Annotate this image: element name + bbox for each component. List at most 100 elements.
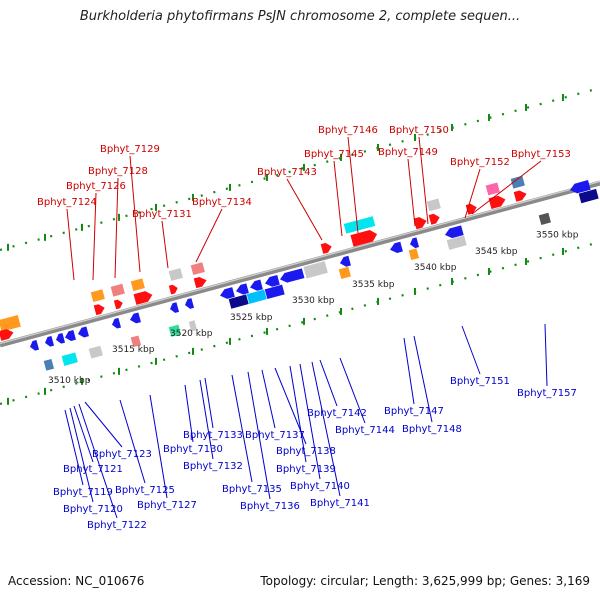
forward-gene-arrow[interactable]	[0, 328, 15, 341]
forward-gene-arrow[interactable]	[113, 299, 124, 310]
gene-label-bottom[interactable]: Bphyt_7138	[276, 446, 336, 457]
reverse-gene-arrow[interactable]	[44, 335, 55, 348]
gene-label-top[interactable]: Bphyt_7131	[132, 209, 192, 220]
gene-label-top[interactable]: Bphyt_7149	[378, 147, 438, 158]
gene-box[interactable]	[510, 175, 525, 189]
forward-gene-arrow[interactable]	[350, 228, 378, 247]
gene-box[interactable]	[130, 278, 145, 292]
gene-box[interactable]	[446, 235, 467, 250]
gene-box[interactable]	[303, 261, 328, 279]
reverse-gene-arrow[interactable]	[249, 279, 263, 293]
gene-label-bottom[interactable]: Bphyt_7123	[92, 449, 152, 460]
gene-box[interactable]	[43, 358, 55, 371]
forward-gene-arrow[interactable]	[428, 212, 441, 225]
gene-label-bottom[interactable]: Bphyt_7125	[115, 485, 175, 496]
gene-box[interactable]	[408, 248, 420, 261]
gene-label-top[interactable]: Bphyt_7152	[450, 157, 510, 168]
gene-box[interactable]	[343, 216, 376, 234]
gene-box-shape	[485, 182, 500, 196]
reverse-gene-arrow[interactable]	[569, 180, 591, 195]
gene-label-bottom[interactable]: Bphyt_7142	[307, 408, 367, 419]
gene-box[interactable]	[88, 345, 103, 359]
gene-label-bottom[interactable]: Bphyt_7130	[163, 444, 223, 455]
forward-gene-arrow[interactable]	[168, 284, 179, 295]
reverse-gene-arrow[interactable]	[169, 302, 180, 314]
leader-line-top	[347, 136, 359, 234]
gene-box[interactable]	[188, 320, 198, 332]
gene-label-bottom[interactable]: Bphyt_7140	[290, 481, 350, 492]
leader-line-bottom	[199, 379, 214, 460]
forward-gene-arrow[interactable]	[193, 275, 208, 289]
gene-box[interactable]	[168, 324, 181, 337]
gene-box[interactable]	[110, 283, 125, 297]
gene-box[interactable]	[485, 182, 500, 196]
gene-box[interactable]	[538, 212, 551, 226]
reverse-gene-arrow[interactable]	[235, 283, 249, 296]
gene-label-top[interactable]: Bphyt_7129	[100, 144, 160, 155]
reverse-gene-arrow[interactable]	[129, 312, 141, 324]
gene-label-top[interactable]: Bphyt_7126	[66, 181, 126, 192]
forward-gene-arrow[interactable]	[93, 303, 106, 316]
reverse-gene-arrow[interactable]	[444, 225, 464, 239]
reverse-gene-arrow[interactable]	[111, 317, 122, 330]
reverse-gene-arrow[interactable]	[389, 241, 403, 255]
gene-box[interactable]	[426, 198, 441, 212]
forward-gene-arrow[interactable]	[488, 194, 507, 210]
reverse-gene-arrow[interactable]	[55, 332, 66, 345]
gene-label-bottom[interactable]: Bphyt_7141	[310, 498, 370, 509]
gene-label-top[interactable]: Bphyt_7128	[88, 166, 148, 177]
gene-label-bottom[interactable]: Bphyt_7151	[450, 376, 510, 387]
reverse-gene-arrow[interactable]	[77, 326, 89, 339]
gene-box[interactable]	[130, 335, 142, 348]
gene-box-shape	[110, 283, 125, 297]
reverse-gene-arrow[interactable]	[409, 237, 420, 249]
leader-line-bottom	[461, 325, 481, 375]
gene-label-bottom[interactable]: Bphyt_7127	[137, 500, 197, 511]
gene-label-top[interactable]: Bphyt_7124	[37, 197, 97, 208]
gene-box[interactable]	[190, 262, 205, 275]
gene-box[interactable]	[264, 284, 285, 300]
gene-label-top[interactable]: Bphyt_7150	[389, 125, 449, 136]
gene-label-bottom[interactable]: Bphyt_7119	[53, 487, 113, 498]
gene-label-bottom[interactable]: Bphyt_7135	[222, 484, 282, 495]
reverse-gene-arrow[interactable]	[64, 330, 76, 342]
gene-label-bottom[interactable]: Bphyt_7120	[63, 504, 123, 515]
gene-box[interactable]	[338, 266, 351, 280]
gene-label-bottom[interactable]: Bphyt_7122	[87, 520, 147, 531]
gene-label-top[interactable]: Bphyt_7146	[318, 125, 378, 136]
gene-label-top[interactable]: Bphyt_7153	[511, 149, 571, 160]
forward-gene-arrow[interactable]	[320, 242, 333, 254]
gene-label-bottom[interactable]: Bphyt_7148	[402, 424, 462, 435]
gene-box[interactable]	[61, 352, 78, 366]
gene-box[interactable]	[168, 268, 183, 281]
gene-label-bottom[interactable]: Bphyt_7132	[183, 461, 243, 472]
reverse-gene-arrow-shape	[280, 268, 305, 283]
forward-gene-arrow[interactable]	[513, 189, 528, 202]
reverse-gene-arrow[interactable]	[184, 298, 195, 310]
reverse-gene-arrow[interactable]	[279, 268, 305, 284]
gene-box[interactable]	[0, 314, 21, 332]
gene-label-bottom[interactable]: Bphyt_7121	[63, 464, 123, 475]
gene-label-bottom[interactable]: Bphyt_7144	[335, 425, 395, 436]
gene-label-bottom[interactable]: Bphyt_7133	[183, 430, 243, 441]
gene-label-top[interactable]: Bphyt_7145	[304, 149, 364, 160]
forward-gene-arrow[interactable]	[413, 216, 428, 230]
gene-label-top[interactable]: Bphyt_7143	[257, 167, 317, 178]
gene-label-bottom[interactable]: Bphyt_7157	[517, 388, 577, 399]
gene-box[interactable]	[228, 294, 249, 309]
gene-label-bottom[interactable]: Bphyt_7139	[276, 464, 336, 475]
reverse-gene-arrow[interactable]	[29, 339, 40, 352]
reverse-gene-arrow[interactable]	[339, 255, 351, 268]
gene-box[interactable]	[246, 289, 267, 304]
gene-label-top[interactable]: Bphyt_7134	[192, 197, 252, 208]
gene-label-bottom[interactable]: Bphyt_7147	[384, 406, 444, 417]
gene-box[interactable]	[578, 188, 599, 204]
gene-label-bottom[interactable]: Bphyt_7136	[240, 501, 300, 512]
leader-line-bottom	[319, 359, 338, 407]
gene-label-bottom[interactable]: Bphyt_7137	[245, 430, 305, 441]
reverse-gene-arrow[interactable]	[264, 274, 280, 288]
gene-box[interactable]	[90, 289, 105, 302]
forward-gene-arrow[interactable]	[133, 290, 154, 305]
gene-box-shape	[408, 248, 420, 261]
reverse-gene-arrow[interactable]	[219, 287, 235, 300]
